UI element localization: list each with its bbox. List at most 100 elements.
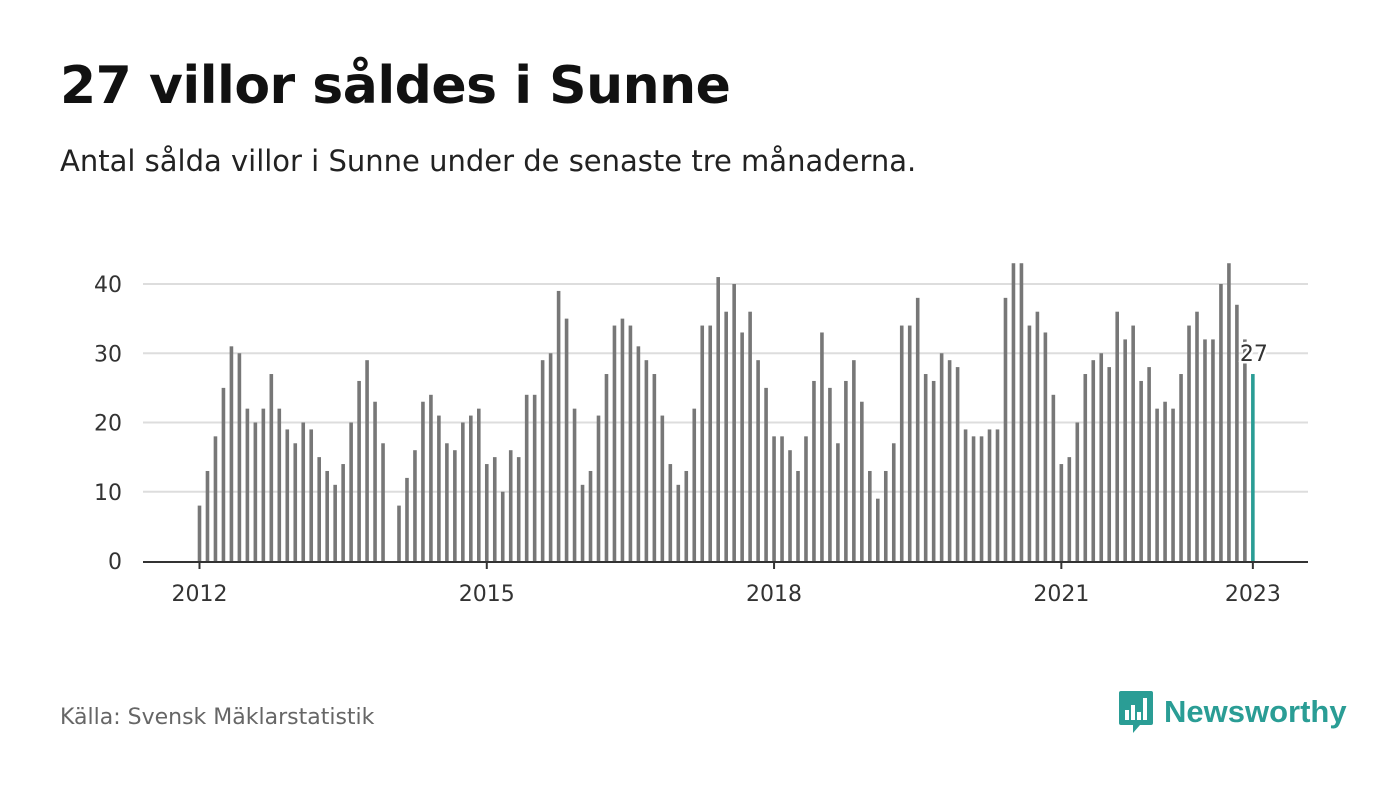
bar	[548, 353, 553, 561]
bar	[756, 360, 760, 561]
bar	[516, 457, 521, 561]
bar	[676, 484, 681, 561]
bar	[524, 394, 529, 561]
bar	[1067, 457, 1072, 561]
bar	[421, 401, 425, 561]
bar	[1131, 325, 1135, 561]
bar	[293, 443, 298, 561]
bar	[780, 436, 784, 561]
bar	[1011, 263, 1016, 561]
bar	[844, 380, 848, 561]
bar	[836, 443, 840, 561]
bar	[1099, 353, 1104, 561]
bar	[907, 325, 912, 561]
source-note: Källa: Svensk Mäklarstatistik	[60, 705, 375, 730]
y-axis-ticks: 0 10 20 30 40	[94, 273, 122, 575]
y-tick-label: 40	[94, 273, 122, 298]
bar	[804, 436, 808, 561]
x-tick-label: 2023	[1225, 582, 1281, 607]
bar	[1171, 408, 1175, 561]
bar	[564, 318, 569, 561]
page-title: 27 villor såldes i Sunne	[60, 56, 731, 116]
bar	[1211, 339, 1215, 561]
bar-chart-speech-bubble-icon	[1119, 691, 1153, 733]
bar	[437, 415, 441, 561]
bar	[876, 498, 880, 561]
bar	[852, 360, 856, 561]
bar	[205, 470, 210, 561]
bar	[1187, 325, 1191, 561]
bar	[1019, 263, 1024, 561]
bar	[1219, 284, 1223, 561]
brand-logo: Newsworthy	[1118, 690, 1347, 734]
bar	[684, 470, 689, 561]
bar	[1083, 374, 1088, 561]
bar	[652, 374, 657, 561]
bar	[1027, 325, 1032, 561]
bar	[971, 436, 976, 561]
bar	[1035, 311, 1040, 561]
bar	[540, 360, 545, 561]
bar	[405, 477, 409, 561]
bar	[1115, 311, 1119, 561]
bar	[253, 422, 258, 561]
bar	[1107, 367, 1112, 561]
bar	[556, 290, 561, 561]
bar	[644, 360, 649, 561]
bar	[796, 470, 800, 561]
x-tick-label: 2018	[746, 582, 802, 607]
bar	[381, 443, 385, 561]
bar	[445, 443, 449, 561]
y-tick-label: 30	[94, 342, 122, 367]
bar	[325, 470, 329, 561]
x-axis-ticks: 2012 2015 2018 2021 2023	[172, 562, 1281, 607]
bar	[365, 360, 369, 561]
highlight-label: 27	[1237, 340, 1270, 370]
bar	[764, 387, 768, 561]
bar	[923, 374, 928, 561]
bar	[469, 415, 473, 561]
bar	[891, 443, 896, 561]
bar	[1203, 339, 1207, 561]
bar	[221, 387, 226, 561]
bar	[341, 464, 345, 561]
bar	[237, 353, 242, 561]
bar	[812, 380, 816, 561]
highlight-value-label: 27	[1240, 342, 1268, 367]
bar	[748, 311, 752, 561]
x-tick-label: 2021	[1033, 582, 1089, 607]
bar	[820, 332, 824, 561]
bar	[788, 450, 792, 561]
bar	[492, 457, 497, 561]
bar	[484, 464, 489, 561]
bar	[453, 450, 457, 561]
bar	[309, 429, 314, 561]
bar	[429, 394, 433, 561]
bar	[1051, 394, 1056, 561]
bar	[1195, 311, 1199, 561]
bar	[285, 429, 290, 561]
bar	[213, 436, 218, 561]
bar	[979, 436, 984, 561]
bar	[261, 408, 266, 561]
bar	[301, 422, 306, 561]
bars	[197, 263, 1255, 561]
bar	[277, 408, 282, 561]
bar	[1227, 263, 1231, 561]
bar	[860, 401, 864, 561]
bar	[955, 367, 960, 561]
bar	[899, 325, 904, 561]
bar	[1155, 408, 1159, 561]
bar	[1179, 374, 1183, 561]
bar	[963, 429, 968, 561]
bar	[947, 360, 952, 561]
bar	[772, 436, 776, 561]
bar	[245, 408, 250, 561]
bar	[373, 401, 377, 561]
bar	[333, 484, 337, 561]
bar	[716, 277, 720, 561]
x-tick-label: 2012	[172, 582, 228, 607]
bar	[724, 311, 728, 561]
bar	[269, 374, 274, 561]
bar	[620, 318, 625, 561]
